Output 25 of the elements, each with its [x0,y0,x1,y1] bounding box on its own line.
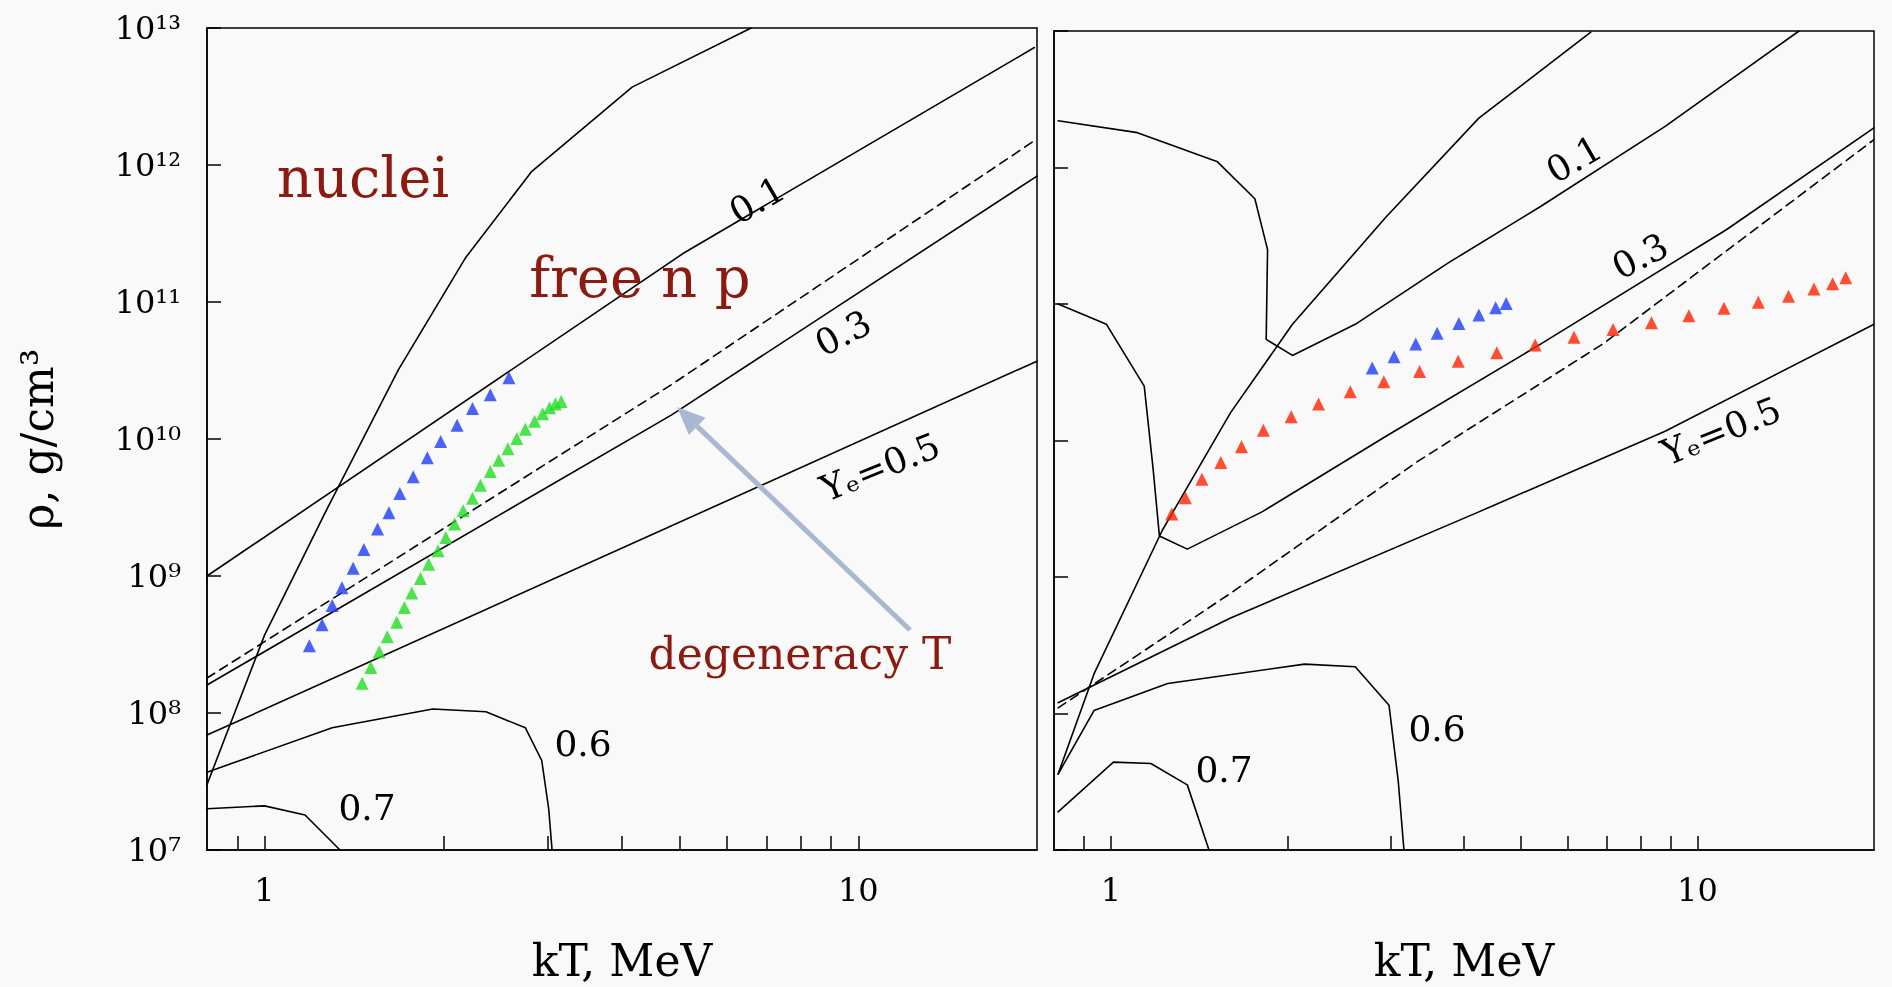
y-tick-label: 10¹¹ [114,283,181,321]
annotation: 0.6 [1408,707,1466,749]
annotation: 0.1 [1538,126,1610,192]
annotation: 0.3 [808,301,878,365]
y-tick-label: 10¹² [114,146,181,184]
x-axis-title: kT, MeV [1373,934,1556,986]
x-tick-label: 10 [1677,871,1718,909]
x-tick-label: 1 [1100,871,1122,909]
y-tick-label: 10⁸ [127,694,181,732]
annotation: 0.3 [1605,224,1675,288]
annotation: degeneracy T [648,627,952,679]
y-axis-title: ρ, g/cm³ [11,348,63,530]
annotation: free n p [529,244,751,310]
annotation: 0.6 [554,722,612,764]
y-tick-label: 10¹³ [114,9,181,47]
annotation: nuclei [276,144,450,210]
y-tick-label: 10¹⁰ [114,420,181,458]
annotation: 0.7 [1195,748,1253,790]
x-axis-title: kT, MeV [531,934,714,986]
y-tick-label: 10⁷ [127,831,181,869]
x-tick-label: 1 [254,871,275,909]
annotation: 0.7 [338,786,396,828]
y-tick-label: 10⁹ [127,557,182,595]
x-tick-label: 10 [837,871,879,909]
annotation: 0.1 [721,167,793,233]
